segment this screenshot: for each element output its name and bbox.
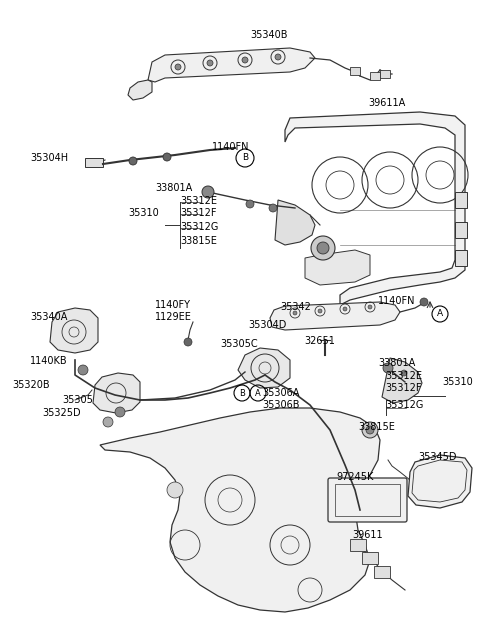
Text: 35310: 35310 xyxy=(442,377,473,387)
Text: 35312E: 35312E xyxy=(180,196,217,206)
Text: 35306B: 35306B xyxy=(262,400,300,410)
Text: 97245K: 97245K xyxy=(336,472,373,482)
Circle shape xyxy=(368,305,372,309)
Text: B: B xyxy=(242,154,248,163)
Text: 39611A: 39611A xyxy=(368,98,405,108)
Polygon shape xyxy=(128,80,152,100)
Circle shape xyxy=(115,407,125,417)
Text: 1140KB: 1140KB xyxy=(30,356,68,366)
Text: A: A xyxy=(437,309,443,319)
Text: 33801A: 33801A xyxy=(378,358,415,368)
Circle shape xyxy=(175,64,181,70)
Text: 33815E: 33815E xyxy=(358,422,395,432)
Text: 35340A: 35340A xyxy=(30,312,67,322)
Circle shape xyxy=(343,307,347,311)
Circle shape xyxy=(275,54,281,60)
Polygon shape xyxy=(382,358,422,403)
Text: 33801A: 33801A xyxy=(155,183,192,193)
Circle shape xyxy=(78,365,88,375)
Text: 1140FN: 1140FN xyxy=(378,296,416,306)
Bar xyxy=(380,70,390,78)
Text: 33815E: 33815E xyxy=(180,236,217,246)
Circle shape xyxy=(362,422,378,438)
FancyBboxPatch shape xyxy=(328,478,407,522)
Text: 35320B: 35320B xyxy=(12,380,49,390)
Bar xyxy=(455,250,467,266)
Text: 35312E: 35312E xyxy=(385,371,422,381)
Circle shape xyxy=(420,298,428,306)
Text: 1140FY: 1140FY xyxy=(155,300,191,310)
Circle shape xyxy=(311,236,335,260)
Circle shape xyxy=(207,60,213,66)
Text: 39611: 39611 xyxy=(352,530,383,540)
Circle shape xyxy=(317,242,329,254)
Circle shape xyxy=(167,482,183,498)
Bar xyxy=(85,158,103,167)
Text: 35345D: 35345D xyxy=(418,452,456,462)
Bar xyxy=(374,566,390,578)
Text: 35312F: 35312F xyxy=(180,208,216,218)
Text: B: B xyxy=(239,389,245,398)
Polygon shape xyxy=(408,455,472,508)
Text: 35305: 35305 xyxy=(62,395,93,405)
Text: 35312G: 35312G xyxy=(385,400,423,410)
Circle shape xyxy=(293,311,297,315)
Circle shape xyxy=(242,57,248,63)
Bar xyxy=(335,484,400,516)
Circle shape xyxy=(103,417,113,427)
Bar xyxy=(455,192,467,208)
Circle shape xyxy=(246,200,254,208)
Text: 35304H: 35304H xyxy=(30,153,68,163)
Circle shape xyxy=(184,338,192,346)
Polygon shape xyxy=(148,48,315,82)
Polygon shape xyxy=(285,112,465,305)
Text: 35306A: 35306A xyxy=(262,388,300,398)
Circle shape xyxy=(202,186,214,198)
Text: 35340B: 35340B xyxy=(250,30,288,40)
Text: 1129EE: 1129EE xyxy=(155,312,192,322)
Polygon shape xyxy=(93,373,140,413)
Bar xyxy=(370,72,380,80)
Text: A: A xyxy=(255,389,261,398)
Text: 35304D: 35304D xyxy=(248,320,287,330)
Circle shape xyxy=(366,426,374,434)
Text: 35342: 35342 xyxy=(280,302,311,312)
Circle shape xyxy=(163,153,171,161)
Text: 35312G: 35312G xyxy=(180,222,218,232)
Bar xyxy=(350,67,360,75)
Text: 35310: 35310 xyxy=(128,208,159,218)
Circle shape xyxy=(401,370,407,376)
Polygon shape xyxy=(270,302,400,330)
Polygon shape xyxy=(238,348,290,388)
Circle shape xyxy=(129,157,137,165)
Polygon shape xyxy=(50,308,98,353)
Text: 1140FN: 1140FN xyxy=(212,142,250,152)
Circle shape xyxy=(269,204,277,212)
Bar xyxy=(455,222,467,238)
Circle shape xyxy=(318,309,322,313)
Circle shape xyxy=(383,363,393,373)
Bar xyxy=(362,552,378,564)
Polygon shape xyxy=(100,408,380,612)
Polygon shape xyxy=(275,200,315,245)
Bar xyxy=(350,539,366,551)
Text: 35325D: 35325D xyxy=(42,408,81,418)
Text: 35305C: 35305C xyxy=(220,339,258,349)
Text: 35312F: 35312F xyxy=(385,383,421,393)
Text: 32651: 32651 xyxy=(304,336,335,346)
Polygon shape xyxy=(305,250,370,285)
